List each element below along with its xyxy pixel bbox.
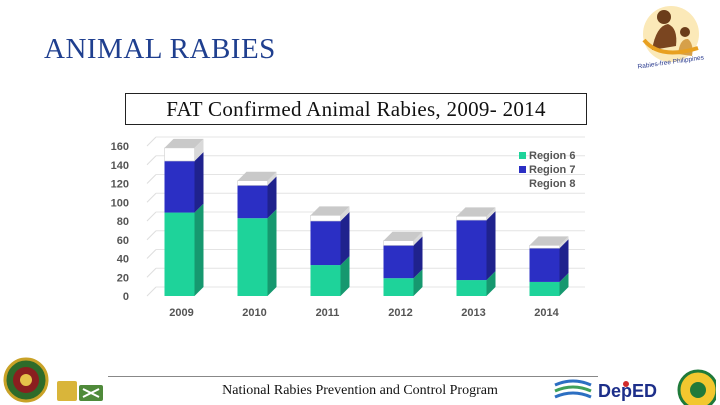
y-tick-label: 140	[111, 160, 129, 172]
bar-segment-side	[413, 231, 423, 246]
bar-segment-side	[486, 211, 496, 281]
da-seal-icon	[3, 357, 49, 403]
gridline-depth	[146, 192, 157, 203]
gridline-depth	[146, 155, 157, 166]
x-tick-label: 2011	[316, 307, 340, 319]
bar-top	[456, 207, 496, 217]
bar-top	[237, 171, 277, 181]
gridline-depth	[146, 211, 157, 222]
x-tick-label: 2014	[534, 307, 559, 319]
bar-segment	[456, 220, 487, 281]
x-tick-label: 2012	[388, 307, 412, 319]
x-tick-label: 2010	[242, 307, 266, 319]
bar-segment	[529, 281, 560, 296]
bar-segment-side	[559, 236, 569, 249]
bar-segment	[237, 180, 268, 186]
wave-logo-icon	[554, 379, 592, 399]
bar-segment	[456, 280, 487, 296]
rabies-free-logo: Rabies-free Philippines	[637, 6, 705, 71]
x-tick-label: 2013	[461, 307, 485, 319]
y-tick-label: 120	[111, 179, 129, 191]
bar-segment	[164, 161, 195, 213]
stacked-bar-chart: 0 20 40 60 80 100 120 140 160 2009 2010 2011 2012 201…	[111, 136, 585, 319]
legend-label: Region 7	[529, 164, 575, 176]
bar-segment-side	[340, 256, 350, 296]
bar-segment	[529, 245, 560, 249]
bar-segment-side	[340, 206, 350, 221]
gridline-depth	[146, 286, 157, 297]
legend-swatch	[519, 166, 526, 173]
bar-segment-side	[194, 152, 204, 213]
bar-segment-side	[486, 271, 496, 296]
bar-top	[164, 138, 204, 148]
legend-label: Region 8	[529, 178, 575, 190]
deped-logo-icon: DepED	[598, 381, 657, 401]
bar-top	[529, 236, 569, 246]
bar-segment-side	[194, 203, 204, 296]
bar-segment-side	[267, 209, 277, 296]
bar-segment	[383, 245, 414, 279]
bar-segment	[456, 216, 487, 221]
bar-segment-side	[194, 138, 204, 161]
bar-segment-side	[340, 212, 350, 266]
slide-title: ANIMAL RABIES	[44, 33, 276, 65]
bar-segment	[383, 278, 414, 296]
gridline-depth	[146, 249, 157, 259]
bar-segment	[310, 221, 341, 266]
bar-segment	[237, 185, 268, 219]
bar-segment	[383, 240, 414, 246]
bar-top	[383, 231, 423, 241]
y-tick-label: 160	[111, 141, 129, 153]
y-tick-label: 20	[117, 272, 129, 284]
chart-title: FAT Confirmed Animal Rabies, 2009- 2014	[125, 93, 587, 125]
bar-segment	[164, 147, 195, 162]
agriculture-logo-icon	[57, 381, 103, 401]
y-tick-label: 80	[117, 216, 129, 228]
bar-segment	[164, 212, 195, 296]
doh-seal-icon	[677, 369, 716, 405]
bar-segment	[310, 265, 341, 296]
legend-label: Region 6	[529, 150, 575, 162]
bar-segment-side	[413, 236, 423, 279]
bar-segment-side	[267, 171, 277, 186]
bar-segment-side	[267, 176, 277, 219]
bar-top	[310, 206, 350, 216]
bar-segment-side	[413, 269, 423, 296]
bar-segment	[529, 248, 560, 282]
gridline-depth	[146, 174, 157, 184]
bar-segment-side	[559, 239, 569, 282]
gridline-depth	[146, 136, 157, 147]
gridline-depth	[146, 267, 157, 278]
footer-divider	[108, 376, 598, 377]
legend-swatch	[519, 152, 526, 159]
bar-segment-side	[486, 207, 496, 221]
y-tick-label: 100	[111, 197, 129, 209]
bar-segment	[237, 218, 268, 296]
gridline-depth	[146, 230, 157, 241]
footer-text: National Rabies Prevention and Control P…	[222, 383, 498, 398]
deped-logo-text: DepED	[598, 381, 657, 401]
y-tick-label: 0	[123, 291, 129, 303]
bar-segment	[310, 215, 341, 222]
bar-segment-side	[559, 272, 569, 296]
y-tick-label: 40	[117, 254, 129, 266]
y-tick-label: 60	[117, 235, 129, 247]
x-tick-label: 2009	[169, 307, 193, 319]
